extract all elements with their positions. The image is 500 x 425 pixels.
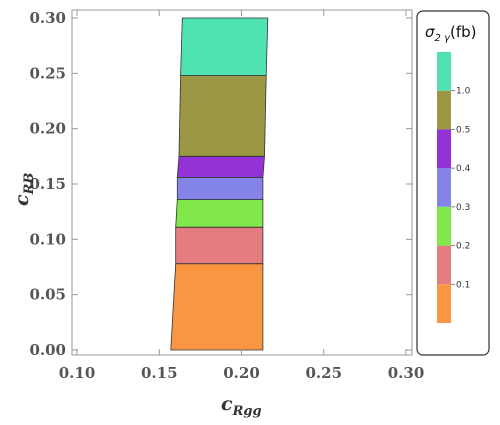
y-axis-label: cRB xyxy=(11,173,37,206)
contour-bands xyxy=(170,17,269,351)
x-tick-label: 0.25 xyxy=(305,364,342,382)
contour-band-6 xyxy=(178,75,267,157)
y-tick-label: 0.30 xyxy=(29,9,66,27)
x-tick-label: 0.10 xyxy=(59,364,96,382)
x-axis-label: cRgg xyxy=(221,393,262,419)
legend-swatch-3 xyxy=(437,206,451,246)
y-tick-label: 0.05 xyxy=(29,286,66,304)
x-tick-label: 0.30 xyxy=(388,364,425,382)
contour-band-4 xyxy=(176,176,264,200)
legend-label: 0.4 xyxy=(456,164,471,174)
contour-band-2 xyxy=(175,226,264,265)
legend-label: 0.3 xyxy=(456,203,470,213)
x-tick-label: 0.20 xyxy=(223,364,260,382)
legend-label: 0.5 xyxy=(456,125,470,135)
legend-box xyxy=(416,10,490,356)
y-tick-label: 0.15 xyxy=(29,175,66,193)
y-tick-label: 0.10 xyxy=(29,230,66,248)
legend-swatch-1 xyxy=(437,284,451,323)
y-axis-ticks: 0.00 0.05 0.10 0.15 0.20 0.25 0.30 xyxy=(29,9,412,359)
legend-label: 0.2 xyxy=(456,242,470,252)
y-tick-label: 0.25 xyxy=(29,64,66,82)
legend-label: 1.0 xyxy=(456,87,471,97)
legend-labels: 0.1 0.2 0.3 0.4 0.5 1.0 xyxy=(451,87,471,290)
legend-title: σ2 γ(fb) xyxy=(425,23,477,44)
contour-band-7 xyxy=(180,17,269,76)
x-tick-label: 0.15 xyxy=(141,364,178,382)
contour-band-5 xyxy=(176,155,265,178)
legend-swatch-4 xyxy=(437,168,451,207)
legend-colorbar xyxy=(437,52,451,323)
legend-swatch-2 xyxy=(437,245,451,285)
x-axis-ticks: 0.10 0.15 0.20 0.25 0.30 xyxy=(59,10,425,382)
contour-band-1 xyxy=(170,263,264,351)
legend-swatch-5 xyxy=(437,129,451,169)
legend: σ2 γ(fb) 0.1 0.2 0.3 0.4 0.5 1.0 xyxy=(416,10,490,356)
y-tick-label: 0.00 xyxy=(29,341,66,359)
legend-swatch-6 xyxy=(437,90,451,130)
y-tick-label: 0.20 xyxy=(29,120,66,138)
legend-swatch-7 xyxy=(437,52,451,91)
contour-band-3 xyxy=(175,199,264,228)
legend-label: 0.1 xyxy=(456,280,470,290)
